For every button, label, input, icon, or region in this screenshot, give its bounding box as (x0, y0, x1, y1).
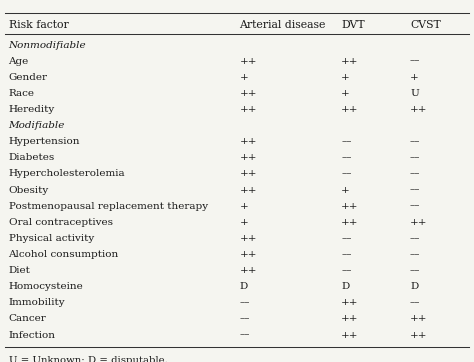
Text: Physical activity: Physical activity (9, 234, 94, 243)
Text: Infection: Infection (9, 331, 55, 340)
Text: D: D (410, 282, 418, 291)
Text: ++: ++ (239, 56, 257, 66)
Text: Gender: Gender (9, 73, 47, 82)
Text: Diet: Diet (9, 266, 30, 275)
Text: ++: ++ (239, 153, 257, 162)
Text: ++: ++ (341, 331, 359, 340)
Text: ––: –– (341, 266, 352, 275)
Text: ––: –– (239, 314, 250, 323)
Text: Obesity: Obesity (9, 185, 49, 194)
Text: Risk factor: Risk factor (9, 20, 68, 30)
Text: Cancer: Cancer (9, 314, 46, 323)
Text: U: U (410, 89, 419, 98)
Text: ++: ++ (410, 314, 428, 323)
Text: Diabetes: Diabetes (9, 153, 55, 162)
Text: DVT: DVT (341, 20, 365, 30)
Text: ++: ++ (239, 234, 257, 243)
Text: ++: ++ (341, 56, 359, 66)
Text: ++: ++ (410, 105, 428, 114)
Text: CVST: CVST (410, 20, 441, 30)
Text: D: D (239, 282, 247, 291)
Text: Hypertension: Hypertension (9, 137, 80, 146)
Text: ++: ++ (239, 105, 257, 114)
Text: U = Unknown; D = disputable.: U = Unknown; D = disputable. (9, 356, 167, 362)
Text: ++: ++ (341, 218, 359, 227)
Text: ++: ++ (341, 105, 359, 114)
Text: Oral contraceptives: Oral contraceptives (9, 218, 112, 227)
Text: ––: –– (410, 298, 420, 307)
Text: ++: ++ (239, 250, 257, 259)
Text: ––: –– (239, 298, 250, 307)
Text: D: D (341, 282, 349, 291)
Text: +: + (341, 89, 350, 98)
Text: ––: –– (410, 202, 420, 211)
Text: ––: –– (410, 56, 420, 66)
Text: +: + (239, 218, 248, 227)
Text: ––: –– (410, 266, 420, 275)
Text: ++: ++ (239, 137, 257, 146)
Text: ++: ++ (410, 331, 428, 340)
Text: Heredity: Heredity (9, 105, 55, 114)
Text: Modifiable: Modifiable (9, 121, 65, 130)
Text: Age: Age (9, 56, 29, 66)
Text: ––: –– (410, 153, 420, 162)
Text: ––: –– (410, 137, 420, 146)
Text: ––: –– (341, 169, 352, 178)
Text: ++: ++ (341, 314, 359, 323)
Text: ++: ++ (341, 202, 359, 211)
Text: ––: –– (410, 234, 420, 243)
Text: Alcohol consumption: Alcohol consumption (9, 250, 119, 259)
Text: ––: –– (410, 185, 420, 194)
Text: ––: –– (341, 137, 352, 146)
Text: +: + (341, 73, 350, 82)
Text: Nonmodifiable: Nonmodifiable (9, 41, 86, 50)
Text: ++: ++ (410, 218, 428, 227)
Text: ––: –– (410, 250, 420, 259)
Text: +: + (239, 73, 248, 82)
Text: ++: ++ (239, 266, 257, 275)
Text: ––: –– (239, 331, 250, 340)
Text: ––: –– (341, 234, 352, 243)
Text: ++: ++ (239, 89, 257, 98)
Text: ––: –– (341, 250, 352, 259)
Text: ––: –– (341, 153, 352, 162)
Text: Race: Race (9, 89, 35, 98)
Text: Postmenopausal replacement therapy: Postmenopausal replacement therapy (9, 202, 208, 211)
Text: Arterial disease: Arterial disease (239, 20, 326, 30)
Text: +: + (341, 185, 350, 194)
Text: Homocysteine: Homocysteine (9, 282, 83, 291)
Text: ––: –– (410, 169, 420, 178)
Text: ++: ++ (341, 298, 359, 307)
Text: +: + (239, 202, 248, 211)
Text: Hypercholesterolemia: Hypercholesterolemia (9, 169, 125, 178)
Text: Immobility: Immobility (9, 298, 65, 307)
Text: ++: ++ (239, 185, 257, 194)
Text: ++: ++ (239, 169, 257, 178)
Text: +: + (410, 73, 419, 82)
